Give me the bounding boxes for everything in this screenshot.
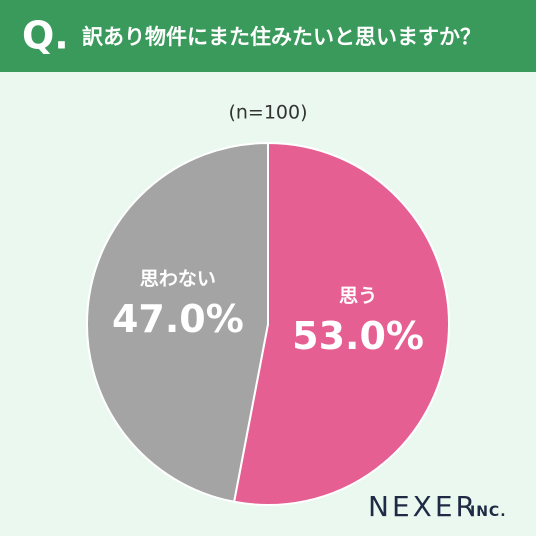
chart-subtitle: (n=100) <box>228 102 307 124</box>
question-mark: Q. <box>22 14 69 58</box>
brand-suffix: INC. <box>470 504 507 520</box>
slice-label: 思わない <box>140 268 216 290</box>
header-band <box>0 0 536 72</box>
pie-slice <box>86 141 269 503</box>
pie-slice <box>232 141 450 506</box>
value-label: 47.0% <box>112 297 244 341</box>
chart-title: 訳あり物件にまた住みたいと思いますか？ <box>82 25 481 49</box>
brand: NEXER <box>368 490 478 523</box>
slice-label: 思う <box>339 285 377 307</box>
value-label: 53.0% <box>292 314 424 358</box>
